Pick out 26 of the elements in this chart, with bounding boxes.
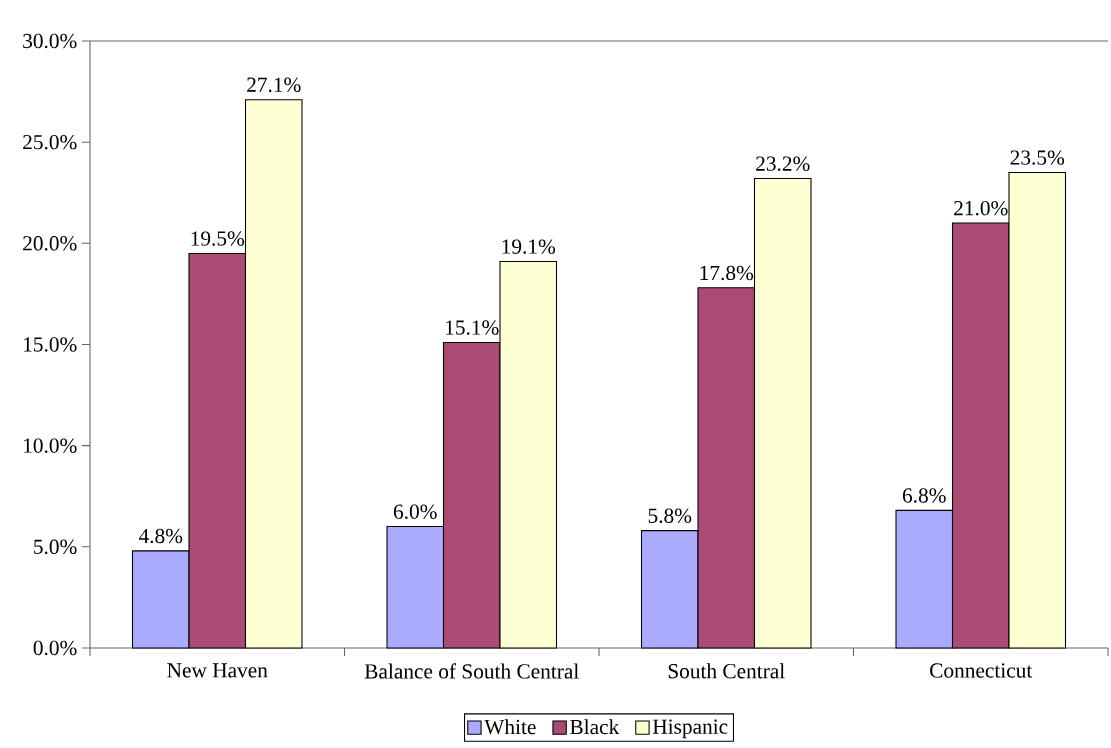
data-label: 4.8% [138,528,183,544]
data-label: 19.5% [191,231,245,246]
data-label: 15.1% [446,320,499,335]
data-label: 21.0% [954,200,1008,216]
data-label: 23.5% [1010,150,1065,165]
data-label: 19.1% [502,239,556,254]
data-label: 17.8% [700,265,754,281]
legend-label: Black [570,719,620,735]
data-label: 5.8% [648,508,692,523]
y-tick-label: 0.0% [33,640,77,656]
legend-label: White [484,719,536,735]
y-tick-label: 25.0% [23,134,77,150]
y-tick-label: 30.0% [23,33,77,49]
legend-label: Hispanic [652,719,728,739]
data-label: 6.0% [393,504,437,519]
y-tick-label: 15.0% [24,337,77,352]
data-label: 27.1% [247,77,301,93]
data-label: 23.2% [756,156,810,171]
y-tick-label: 5.0% [34,539,77,555]
y-tick-label: 20.0% [23,236,77,251]
x-tick-label: Balance of South Central [364,663,579,679]
data-label: 6.8% [902,488,946,503]
x-tick-label: New Haven [167,663,268,678]
y-tick-label: 10.0% [24,438,77,453]
x-tick-label: South Central [668,663,785,679]
x-tick-label: Connecticut [930,663,1033,678]
